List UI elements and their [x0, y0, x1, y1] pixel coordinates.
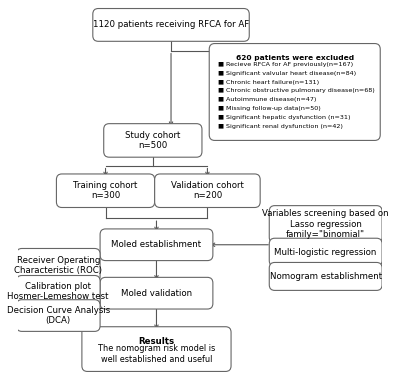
Text: 620 patients were excluded: 620 patients were excluded [236, 55, 354, 61]
Text: ■ Recieve RFCA for AF previously(n=167): ■ Recieve RFCA for AF previously(n=167) [218, 62, 354, 67]
Text: Results: Results [138, 337, 174, 346]
FancyBboxPatch shape [100, 229, 213, 261]
Text: Validation cohort
n=200: Validation cohort n=200 [171, 181, 244, 200]
Text: ■ Autoimmune disease(n=47): ■ Autoimmune disease(n=47) [218, 97, 317, 102]
FancyBboxPatch shape [16, 300, 100, 331]
FancyBboxPatch shape [155, 174, 260, 208]
FancyBboxPatch shape [16, 248, 100, 282]
FancyBboxPatch shape [93, 9, 249, 41]
Text: ■ Significant hepatic dysfunction (n=31): ■ Significant hepatic dysfunction (n=31) [218, 115, 351, 120]
Text: Moled establishment: Moled establishment [112, 240, 202, 249]
FancyBboxPatch shape [269, 206, 382, 243]
Text: ■ Significant valvular heart disease(n=84): ■ Significant valvular heart disease(n=8… [218, 71, 356, 76]
FancyBboxPatch shape [269, 263, 382, 290]
Text: ■ Significant renal dysfunction (n=42): ■ Significant renal dysfunction (n=42) [218, 124, 343, 129]
Text: Nomogram establishment: Nomogram establishment [270, 272, 382, 281]
FancyBboxPatch shape [100, 278, 213, 309]
Text: 1120 patients receiving RFCA for AF: 1120 patients receiving RFCA for AF [93, 21, 249, 30]
Text: Study cohort
n=500: Study cohort n=500 [125, 131, 180, 150]
Text: ■ Chronic obstructive pulmonary disease(n=68): ■ Chronic obstructive pulmonary disease(… [218, 88, 375, 94]
FancyBboxPatch shape [16, 276, 100, 307]
FancyBboxPatch shape [104, 124, 202, 157]
Text: ■ Chronic heart failure(n=131): ■ Chronic heart failure(n=131) [218, 80, 320, 85]
Text: Training cohort
n=300: Training cohort n=300 [73, 181, 138, 200]
Text: Decision Curve Analysis
(DCA): Decision Curve Analysis (DCA) [7, 306, 110, 325]
Text: Multi-logistic regression: Multi-logistic regression [274, 248, 377, 257]
FancyBboxPatch shape [269, 238, 382, 266]
FancyBboxPatch shape [209, 43, 380, 140]
FancyBboxPatch shape [56, 174, 155, 208]
Text: Variables screening based on
Lasso regression
family="binomial": Variables screening based on Lasso regre… [262, 209, 389, 239]
Text: ■ Missing follow-up data(n=50): ■ Missing follow-up data(n=50) [218, 106, 321, 111]
Text: Receiver Operating
Characteristic (ROC): Receiver Operating Characteristic (ROC) [14, 255, 102, 275]
Text: Calibration plot
Hosmer-Lemeshow test: Calibration plot Hosmer-Lemeshow test [8, 282, 109, 301]
FancyBboxPatch shape [82, 327, 231, 371]
Text: The nomogram risk model is
well established and useful: The nomogram risk model is well establis… [98, 344, 215, 364]
Text: Moled validation: Moled validation [121, 289, 192, 298]
